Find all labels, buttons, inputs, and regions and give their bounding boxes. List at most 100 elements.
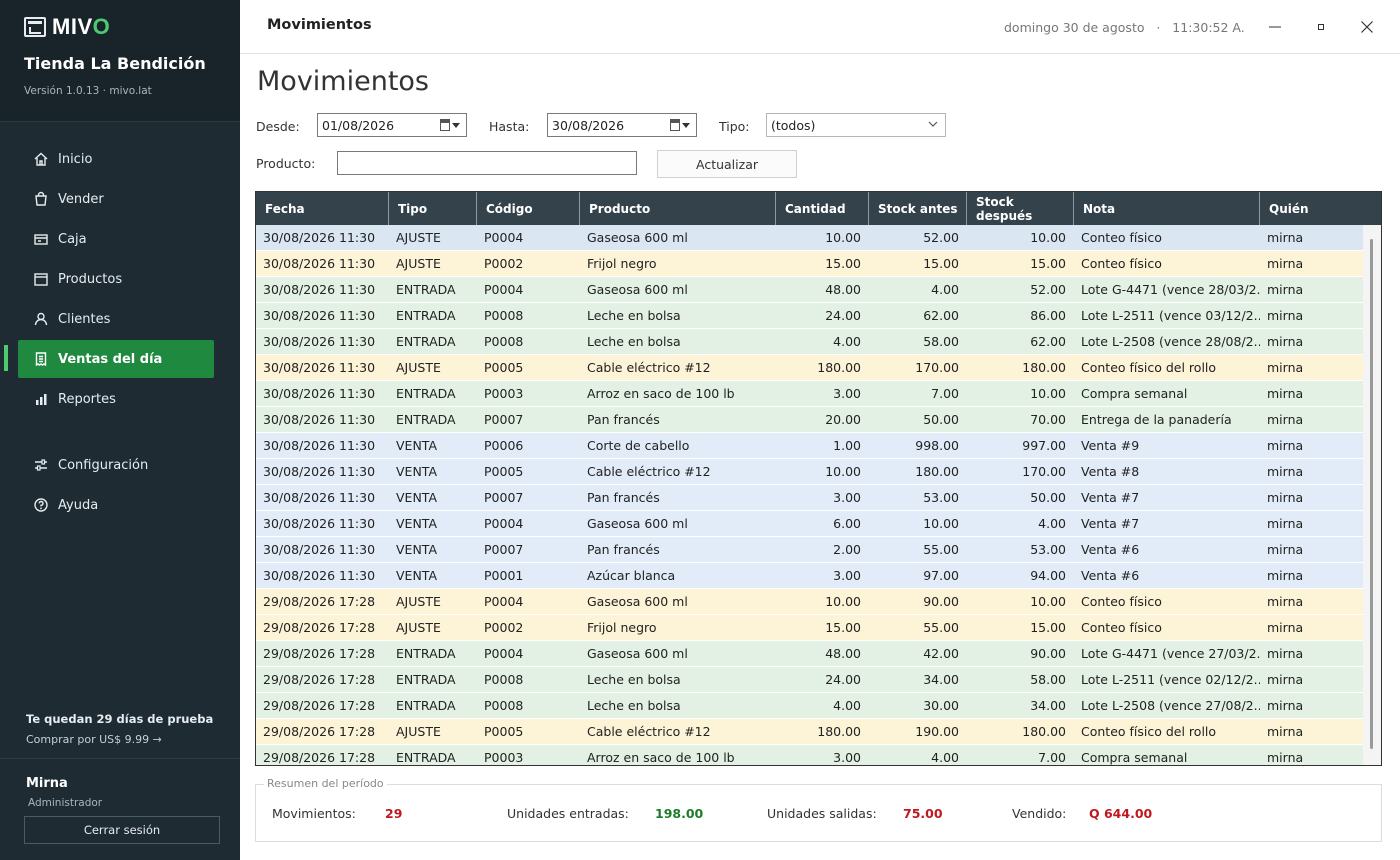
cell-cantidad: 10.00 — [825, 230, 861, 245]
cell-fecha: 29/08/2026 17:28 — [263, 620, 376, 635]
tipo-select[interactable]: (todos) — [766, 113, 946, 137]
table-row[interactable]: 30/08/2026 11:30 ENTRADA P0008 Leche en bol… — [256, 303, 1381, 329]
cell-producto: Gaseosa 600 ml — [587, 594, 688, 609]
cell-quien: mirna — [1267, 386, 1304, 401]
sidebar-item-vender[interactable]: Vender — [18, 180, 214, 218]
actualizar-button[interactable]: Actualizar — [657, 150, 797, 178]
hasta-label: Hasta: — [489, 119, 530, 134]
table-row[interactable]: 30/08/2026 11:30 VENTA P0005 Cable eléctric… — [256, 459, 1381, 485]
cell-tipo: ENTRADA — [396, 308, 456, 323]
table-row[interactable]: 30/08/2026 11:30 AJUSTE P0004 Gaseosa 600 m… — [256, 225, 1381, 251]
close-button[interactable] — [1352, 14, 1382, 40]
sidebar-item-productos[interactable]: Productos — [18, 260, 214, 298]
cell-fecha: 30/08/2026 11:30 — [263, 412, 376, 427]
page-title: Movimientos — [257, 66, 429, 97]
cell-cantidad: 48.00 — [825, 646, 861, 661]
user-icon — [32, 310, 50, 328]
cell-codigo: P0004 — [484, 646, 524, 661]
hasta-date-picker[interactable]: 30/08/2026 — [547, 113, 697, 137]
sidebar-item-configuracion[interactable]: Configuración — [18, 446, 214, 484]
table-row[interactable]: 29/08/2026 17:28 AJUSTE P0002 Frijol negro 1… — [256, 615, 1381, 641]
table-row[interactable]: 30/08/2026 11:30 VENTA P0007 Pan francés 2.0… — [256, 537, 1381, 563]
column-header-fecha[interactable]: Fecha — [256, 192, 389, 225]
cell-cantidad: 6.00 — [833, 516, 861, 531]
cell-nota: Lote L-2508 (vence 27/08/2... — [1081, 698, 1260, 713]
sidebar-item-reportes[interactable]: Reportes — [18, 380, 214, 418]
minimize-icon — [1269, 26, 1281, 28]
column-header-producto[interactable]: Producto — [580, 192, 776, 225]
cell-codigo: P0004 — [484, 594, 524, 609]
column-header-nota[interactable]: Nota — [1074, 192, 1260, 225]
table-row[interactable]: 29/08/2026 17:28 ENTRADA P0004 Gaseosa 600 … — [256, 641, 1381, 667]
producto-search-input[interactable] — [337, 151, 637, 175]
column-header-cantidad[interactable]: Cantidad — [776, 192, 869, 225]
cell-stock-antes: 30.00 — [923, 698, 959, 713]
store-logo-icon — [24, 17, 46, 37]
table-row[interactable]: 30/08/2026 11:30 ENTRADA P0008 Leche en bol… — [256, 329, 1381, 355]
table-row[interactable]: 30/08/2026 11:30 VENTA P0006 Corte de cabel… — [256, 433, 1381, 459]
minimize-button[interactable] — [1260, 14, 1290, 40]
scrollbar-thumb[interactable] — [1370, 239, 1373, 749]
cell-codigo: P0007 — [484, 490, 524, 505]
sidebar-item-ventas-del-dia[interactable]: Ventas del día — [18, 340, 214, 378]
cell-stock-antes: 55.00 — [923, 620, 959, 635]
cell-fecha: 29/08/2026 17:28 — [263, 698, 376, 713]
buy-license-link[interactable]: Comprar por US$ 9.99 → — [26, 733, 162, 746]
cell-stock-despues: 62.00 — [1030, 334, 1066, 349]
table-row[interactable]: 30/08/2026 11:30 ENTRADA P0007 Pan francés 2… — [256, 407, 1381, 433]
table-row[interactable]: 30/08/2026 11:30 VENTA P0004 Gaseosa 600 ml… — [256, 511, 1381, 537]
cell-stock-antes: 4.00 — [931, 282, 959, 297]
table-body: 30/08/2026 11:30 AJUSTE P0004 Gaseosa 600 m… — [256, 225, 1381, 765]
table-row[interactable]: 29/08/2026 17:28 AJUSTE P0004 Gaseosa 600 m… — [256, 589, 1381, 615]
cell-stock-despues: 997.00 — [1022, 438, 1066, 453]
table-row[interactable]: 30/08/2026 11:30 VENTA P0001 Azúcar blanca 3… — [256, 563, 1381, 589]
cell-fecha: 29/08/2026 17:28 — [263, 672, 376, 687]
cell-fecha: 29/08/2026 17:28 — [263, 594, 376, 609]
column-header-codigo[interactable]: Código — [477, 192, 580, 225]
cash-register-icon — [32, 230, 50, 248]
vendido-label: Vendido: — [1012, 806, 1067, 821]
table-row[interactable]: 29/08/2026 17:28 ENTRADA P0008 Leche en bol… — [256, 693, 1381, 719]
table-row[interactable]: 29/08/2026 17:28 ENTRADA P0008 Leche en bol… — [256, 667, 1381, 693]
table-row[interactable]: 30/08/2026 11:30 AJUSTE P0002 Frijol negro 1… — [256, 251, 1381, 277]
column-header-quien[interactable]: Quién — [1269, 201, 1309, 216]
sidebar-item-label: Ventas del día — [58, 351, 163, 367]
cell-cantidad: 24.00 — [825, 308, 861, 323]
cell-producto: Cable eléctrico #12 — [587, 360, 711, 375]
cell-codigo: P0003 — [484, 750, 524, 765]
column-header-stock-antes[interactable]: Stock antes — [869, 192, 967, 225]
cell-nota: Lote L-2511 (vence 03/12/2... — [1081, 308, 1260, 323]
table-row[interactable]: 30/08/2026 11:30 AJUSTE P0005 Cable eléctri… — [256, 355, 1381, 381]
sidebar-item-label: Inicio — [58, 151, 93, 167]
table-row[interactable]: 30/08/2026 11:30 ENTRADA P0003 Arroz en sac… — [256, 381, 1381, 407]
calendar-dropdown-icon[interactable] — [440, 118, 460, 132]
cell-quien: mirna — [1267, 568, 1304, 583]
table-row[interactable]: 30/08/2026 11:30 ENTRADA P0004 Gaseosa 600 … — [256, 277, 1381, 303]
cell-quien: mirna — [1267, 412, 1304, 427]
table-row[interactable]: 29/08/2026 17:28 ENTRADA P0003 Arroz en sac… — [256, 745, 1381, 765]
maximize-button[interactable] — [1306, 14, 1336, 40]
cell-fecha: 30/08/2026 11:30 — [263, 490, 376, 505]
logout-button[interactable]: Cerrar sesión — [24, 816, 220, 844]
sidebar-item-clientes[interactable]: Clientes — [18, 300, 214, 338]
sidebar-item-caja[interactable]: Caja — [18, 220, 214, 258]
desde-label: Desde: — [256, 119, 300, 134]
column-header-stock-despues[interactable]: Stock después — [967, 192, 1074, 225]
cell-cantidad: 180.00 — [817, 360, 861, 375]
sidebar-item-ayuda[interactable]: Ayuda — [18, 486, 214, 524]
cell-tipo: AJUSTE — [396, 256, 441, 271]
column-header-tipo[interactable]: Tipo — [389, 192, 477, 225]
table-row[interactable]: 29/08/2026 17:28 AJUSTE P0005 Cable eléctri… — [256, 719, 1381, 745]
calendar-dropdown-icon[interactable] — [670, 118, 690, 132]
cell-cantidad: 10.00 — [825, 464, 861, 479]
app-version: Versión 1.0.13 · mivo.lat — [24, 85, 152, 97]
cell-tipo: VENTA — [396, 568, 438, 583]
sidebar-item-inicio[interactable]: Inicio — [18, 140, 214, 178]
cell-producto: Gaseosa 600 ml — [587, 282, 688, 297]
table-row[interactable]: 30/08/2026 11:30 VENTA P0007 Pan francés 3.0… — [256, 485, 1381, 511]
cell-tipo: ENTRADA — [396, 334, 456, 349]
cell-cantidad: 15.00 — [825, 256, 861, 271]
table-scrollbar[interactable] — [1363, 225, 1381, 765]
cell-cantidad: 20.00 — [825, 412, 861, 427]
desde-date-picker[interactable]: 01/08/2026 — [317, 113, 467, 137]
